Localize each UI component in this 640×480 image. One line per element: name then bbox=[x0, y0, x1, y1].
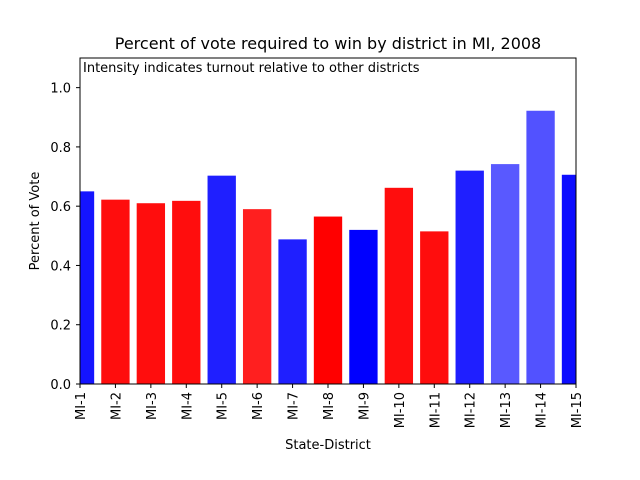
y-tick-label: 0.4 bbox=[50, 259, 71, 274]
x-tick-label: MI-10 bbox=[393, 392, 408, 428]
y-tick-label: 0.8 bbox=[50, 141, 71, 156]
y-tick-label: 1.0 bbox=[50, 82, 71, 97]
y-tick-label: 0.6 bbox=[50, 200, 71, 215]
chart-title: Percent of vote required to win by distr… bbox=[115, 34, 541, 53]
bar-mi-4 bbox=[172, 200, 201, 384]
x-tick-label: MI-12 bbox=[464, 392, 479, 428]
bar-mi-1 bbox=[80, 191, 95, 384]
y-axis-label: Percent of Vote bbox=[28, 172, 43, 271]
x-axis: MI-1 MI-2 MI-3 MI-4 MI-5 MI-6 MI-7 MI-8 MI-9 MI-1… bbox=[74, 384, 585, 428]
plot-frame bbox=[79, 57, 577, 385]
bar-mi-7 bbox=[278, 239, 307, 384]
bar-mi-11 bbox=[420, 231, 449, 384]
bar-mi-12 bbox=[455, 170, 484, 384]
bar-mi-6 bbox=[242, 209, 272, 384]
x-tick-label: MI-15 bbox=[570, 392, 585, 428]
bars-group bbox=[80, 110, 576, 384]
x-tick-label: MI-7 bbox=[287, 392, 302, 420]
y-tick-label: 0.2 bbox=[50, 319, 71, 334]
x-tick-label: MI-1 bbox=[74, 392, 89, 420]
x-tick-label: MI-13 bbox=[499, 392, 514, 428]
x-tick-label: MI-3 bbox=[145, 392, 160, 420]
bar-mi-3 bbox=[136, 203, 166, 384]
x-tick-label: MI-6 bbox=[251, 392, 266, 420]
bar-mi-15 bbox=[561, 174, 576, 384]
bar-mi-9 bbox=[349, 229, 378, 384]
x-tick-label: MI-9 bbox=[357, 392, 372, 420]
bar-mi-2 bbox=[101, 199, 130, 384]
y-tick-label: 0.0 bbox=[50, 378, 71, 393]
chart-annotation: Intensity indicates turnout relative to … bbox=[83, 61, 420, 76]
x-tick-label: MI-2 bbox=[109, 392, 124, 420]
bar-mi-5 bbox=[207, 175, 236, 384]
bar-mi-10 bbox=[384, 187, 414, 384]
bar-mi-13 bbox=[490, 164, 520, 384]
x-tick-label: MI-5 bbox=[216, 392, 231, 420]
x-tick-label: MI-4 bbox=[180, 392, 195, 420]
x-axis-label: State-District bbox=[285, 438, 371, 453]
y-axis: 0.0 0.2 0.4 0.6 0.8 1.0 bbox=[50, 82, 80, 393]
bar-mi-14 bbox=[526, 110, 555, 384]
x-tick-label: MI-8 bbox=[322, 392, 337, 420]
x-tick-label: MI-11 bbox=[428, 392, 443, 428]
x-tick-label: MI-14 bbox=[535, 392, 550, 428]
bar-mi-8 bbox=[313, 216, 343, 384]
